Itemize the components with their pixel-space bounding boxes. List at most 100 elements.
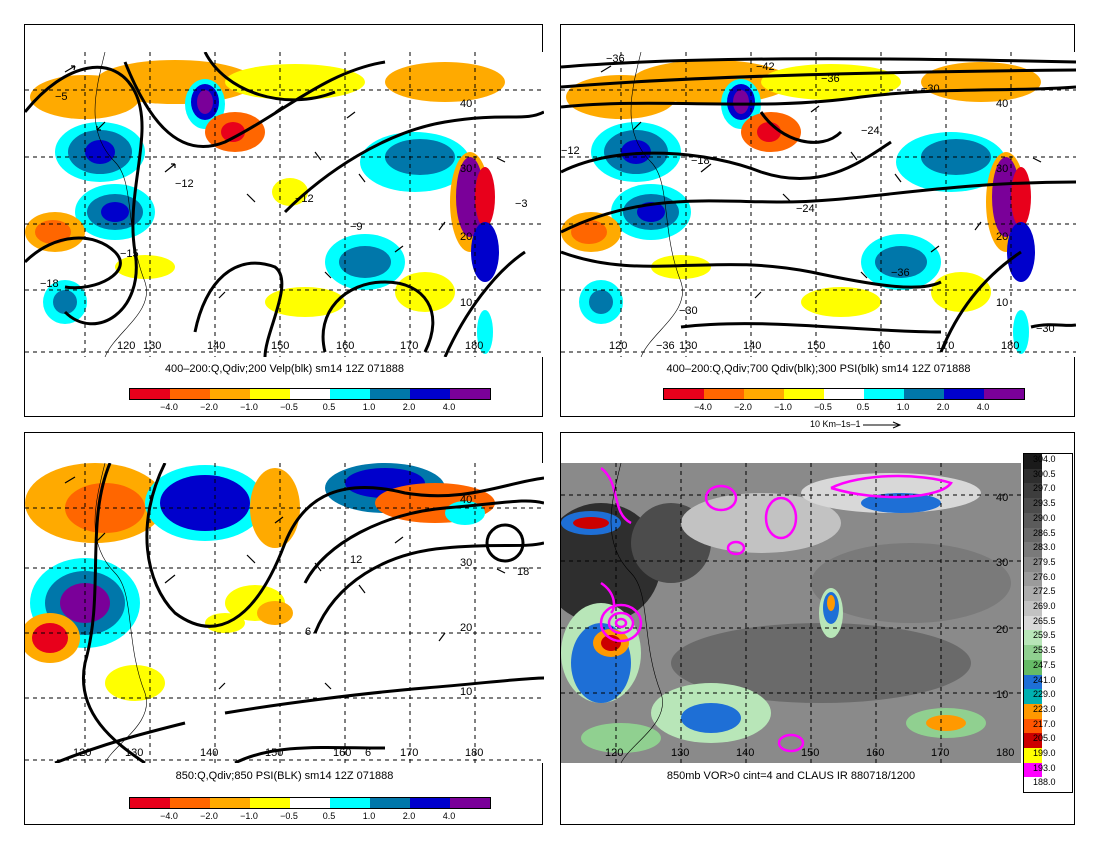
vector-reference: 10 Km–1s–1 xyxy=(810,419,903,429)
colorbar-swatch xyxy=(330,389,370,399)
colorbar-label: 0.5 xyxy=(856,402,870,412)
ir-colorbar-entry: 279.5 xyxy=(1024,556,1072,572)
colorbar-swatch xyxy=(130,798,170,808)
velp-contours xyxy=(25,52,544,357)
colorbar-swatch xyxy=(290,389,330,399)
lon-label: 160 xyxy=(866,747,884,759)
colorbar-labels: −4.0 −2.0 −1.0 −0.5 0.5 1.0 2.0 4.0 xyxy=(129,402,489,414)
contour-label: −24 xyxy=(796,203,815,215)
contour-label: 12 xyxy=(350,554,362,566)
ir-colorbar-entry: 241.0 xyxy=(1024,674,1072,690)
panel-caption: 850:Q,Qdiv;850 PSI(BLK) sm14 12Z 071888 xyxy=(175,770,394,782)
colorbar-label: 0.5 xyxy=(322,402,336,412)
lon-label: 140 xyxy=(200,747,218,759)
shading xyxy=(561,60,1041,354)
contour-label: −12 xyxy=(175,178,194,190)
colorbar-label: −2.0 xyxy=(734,402,752,412)
lon-label: 140 xyxy=(207,340,225,352)
ir-colorbar-entry: 286.5 xyxy=(1024,527,1072,543)
colorbar-label: −1.0 xyxy=(774,402,792,412)
ir-colorbar-entry: 300.5 xyxy=(1024,468,1072,484)
contour-label: −18 xyxy=(40,278,59,290)
colorbar-label: −0.5 xyxy=(814,402,832,412)
lat-label: 30 xyxy=(460,163,472,175)
colorbar-swatch xyxy=(250,798,290,808)
map-panel-1: −5 −12 −12 −15 −18 −9 −3 120 130 140 150… xyxy=(25,52,544,357)
colorbar-swatch xyxy=(984,389,1024,399)
lat-label: 40 xyxy=(996,98,1008,110)
grid xyxy=(25,52,544,357)
colorbar-swatch xyxy=(450,798,490,808)
colorbar-swatch xyxy=(904,389,944,399)
colorbar-label: 4.0 xyxy=(976,402,990,412)
ir-colorbar-entry: 217.0 xyxy=(1024,718,1072,734)
lon-label: 150 xyxy=(807,340,825,352)
colorbar-label: −4.0 xyxy=(694,402,712,412)
lon-label: 140 xyxy=(736,747,754,759)
colorbar-swatch xyxy=(170,389,210,399)
contour-label: −42 xyxy=(756,61,775,73)
colorbar-label: 4.0 xyxy=(442,402,456,412)
colorbar-label: −4.0 xyxy=(160,402,178,412)
lon-label: 160 xyxy=(336,340,354,352)
lon-label: 180 xyxy=(996,747,1014,759)
lon-label: 150 xyxy=(265,747,283,759)
lon-label: 120 xyxy=(609,340,627,352)
colorbar-label: 1.0 xyxy=(362,402,376,412)
colorbar-swatch xyxy=(944,389,984,399)
map-panel-3: 12 18 6 6 120 130 140 150 160 170 180 40… xyxy=(25,463,544,763)
contour-label: 18 xyxy=(517,566,529,578)
colorbar xyxy=(663,388,1025,400)
contour-label: 6 xyxy=(365,747,371,759)
lat-label: 10 xyxy=(460,686,472,698)
panel-upper-qdiv-psi: −36 −42 −36 −30 −24 −18 −12 −24 −36 −30 … xyxy=(560,24,1076,417)
colorbar-swatch xyxy=(170,798,210,808)
colorbar xyxy=(129,388,491,400)
wind-arrows xyxy=(64,476,506,690)
contour-label: −12 xyxy=(561,145,580,157)
lon-label: 170 xyxy=(400,747,418,759)
colorbar-swatch xyxy=(370,389,410,399)
colorbar-label: 1.0 xyxy=(362,811,376,821)
ir-colorbar-entry: 293.5 xyxy=(1024,498,1072,513)
contour-label: −36 xyxy=(891,267,910,279)
panel-ir-vorticity: 120 130 140 150 160 170 180 40 30 20 10 … xyxy=(560,432,1075,825)
coastline xyxy=(94,52,147,357)
lat-label: 40 xyxy=(460,98,472,110)
map-panel-4: 120 130 140 150 160 170 180 40 30 20 10 xyxy=(561,463,1021,763)
colorbar-swatch xyxy=(410,389,450,399)
lon-label: 150 xyxy=(801,747,819,759)
ir-colorbar-entry: 223.0 xyxy=(1024,703,1072,719)
lon-label: 120 xyxy=(117,340,135,352)
contour-label: −12 xyxy=(295,193,314,205)
ir-colorbar-entry: 253.5 xyxy=(1024,645,1072,660)
lat-label: 20 xyxy=(996,231,1008,243)
contour-label: 6 xyxy=(305,626,311,638)
colorbar-swatch xyxy=(744,389,784,399)
lat-label: 30 xyxy=(996,557,1008,569)
contour-label: −5 xyxy=(55,91,68,103)
grid xyxy=(561,463,1021,763)
colorbar-swatch xyxy=(784,389,824,399)
colorbar-label: −1.0 xyxy=(240,811,258,821)
contour-label: −9 xyxy=(350,221,363,233)
lon-label: 180 xyxy=(465,340,483,352)
ir-colorbar-entry: 283.0 xyxy=(1024,542,1072,557)
lat-label: 30 xyxy=(996,163,1008,175)
contour-label: −15 xyxy=(120,248,139,260)
ir-colorbar-entry: 297.0 xyxy=(1024,483,1072,499)
lon-label: 180 xyxy=(465,747,483,759)
contour-label: −3 xyxy=(515,198,528,210)
panel-caption: 850mb VOR>0 cint=4 and CLAUS IR 880718/1… xyxy=(666,770,916,782)
colorbar-label: 0.5 xyxy=(322,811,336,821)
panel-850-qdiv-psi: 12 18 6 6 120 130 140 150 160 170 180 40… xyxy=(24,432,544,825)
lon-label: 120 xyxy=(73,747,91,759)
colorbar-swatch xyxy=(410,798,450,808)
colorbar-swatch xyxy=(130,389,170,399)
contour-label: −18 xyxy=(691,155,710,167)
colorbar-label: −2.0 xyxy=(200,811,218,821)
ir-colorbar-entry: 247.5 xyxy=(1024,659,1072,675)
colorbar-swatch xyxy=(370,798,410,808)
lon-label: 170 xyxy=(936,340,954,352)
ir-colorbar-entry: 276.0 xyxy=(1024,571,1072,587)
